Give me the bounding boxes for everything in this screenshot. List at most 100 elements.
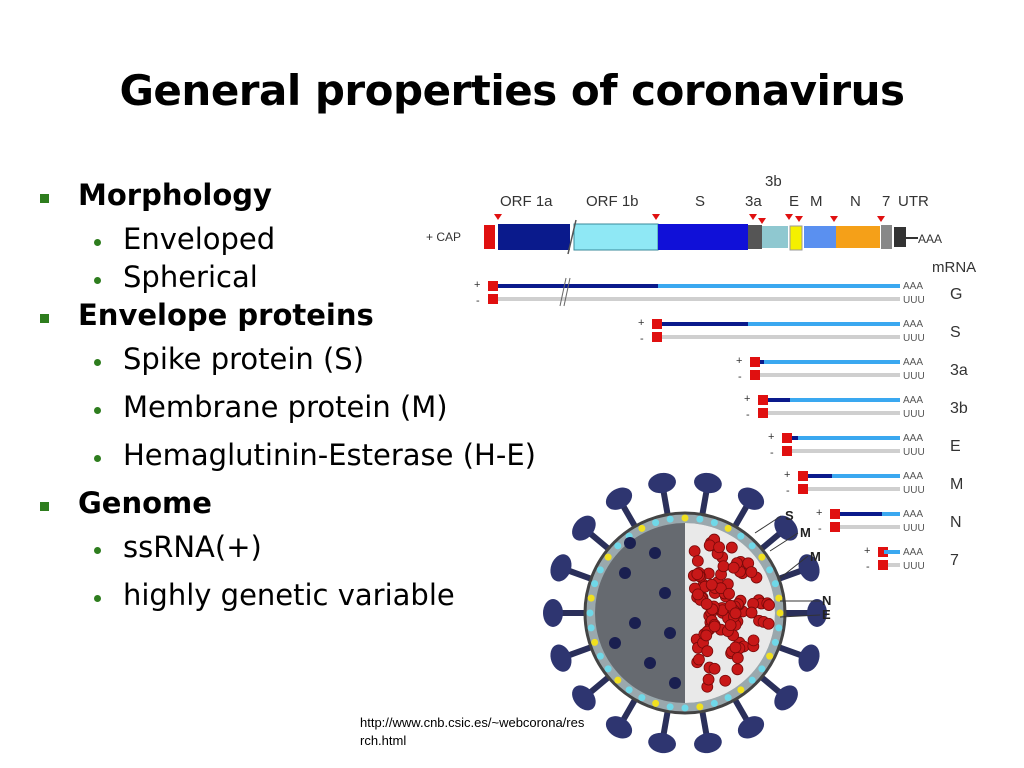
- cap-marker: [830, 522, 840, 532]
- cap-marker: [652, 332, 662, 342]
- square-bullet-icon: [40, 314, 49, 323]
- sub-bullet: Enveloped: [38, 222, 598, 256]
- nucleocapsid-bead: [693, 653, 705, 666]
- nucleocapsid-bead: [719, 674, 732, 687]
- interior-protein: [644, 657, 656, 669]
- membrane-dot: [748, 676, 756, 684]
- spike-stalk: [731, 503, 751, 530]
- cap-marker: [750, 357, 760, 367]
- m-block: [804, 226, 836, 248]
- virion-label-n: N: [822, 593, 831, 608]
- polyu-tail: UUU: [903, 371, 925, 382]
- nucleocapsid-bead: [731, 652, 744, 664]
- spike-head: [694, 732, 722, 754]
- mrna-negative-strand: [768, 411, 900, 415]
- mrna-dark-segment: [760, 360, 764, 364]
- cap-marker: [488, 281, 498, 291]
- nucleocapsid-bead: [745, 606, 758, 619]
- nucleocapsid-bead: [700, 629, 713, 642]
- gene3a-block: [748, 225, 762, 249]
- spike-stalk: [566, 567, 594, 583]
- membrane-dot: [696, 703, 704, 711]
- interior-protein: [659, 587, 671, 599]
- bullet-genome: Genome: [38, 486, 598, 520]
- n-block: [836, 226, 880, 248]
- dot-bullet-icon: [94, 547, 101, 554]
- spike-stalk: [619, 503, 639, 530]
- cap-marker: [758, 395, 768, 405]
- cap-block: [484, 225, 495, 249]
- mrna-light-segment: [764, 360, 900, 364]
- mrna-name: S: [950, 324, 961, 341]
- cap-marker: [878, 547, 888, 557]
- interior-protein: [649, 547, 661, 559]
- membrane-dot: [681, 514, 689, 522]
- mrna-row: + - AAA UUU S: [638, 317, 961, 345]
- polya-tail: AAA: [903, 471, 923, 482]
- polya-tail: AAA: [903, 509, 923, 520]
- mrna-name: 7: [950, 552, 959, 569]
- cap-marker: [758, 408, 768, 418]
- spike-stalk: [619, 696, 639, 723]
- mrna-name: M: [950, 476, 963, 493]
- membrane-dot: [625, 686, 633, 694]
- membrane-dot: [666, 515, 674, 523]
- spike-stalk: [758, 530, 783, 553]
- sub-bullet: ssRNA(+): [38, 530, 598, 564]
- bullet-morphology: Morphology: [38, 178, 598, 212]
- nucleocapsid-bead: [747, 634, 760, 647]
- membrane-dot: [724, 524, 732, 532]
- nucleocapsid: [687, 533, 775, 693]
- membrane-dot: [586, 609, 594, 617]
- polya-tail: AAA: [903, 395, 923, 406]
- mrna-light-segment: [832, 474, 900, 478]
- spike-head: [572, 685, 596, 711]
- interior-protein: [629, 617, 641, 629]
- virion-label-s: S: [785, 508, 794, 523]
- sub-bullet: Hemaglutinin-Esterase (H-E): [38, 438, 598, 472]
- nucleocapsid-bead: [745, 566, 758, 578]
- mrna-name: 3b: [950, 400, 968, 417]
- sub-bullet: highly genetic variable: [38, 578, 598, 612]
- spike-head: [648, 472, 676, 494]
- spike-stalk: [699, 708, 710, 737]
- dot-bullet-icon: [94, 595, 101, 602]
- break-mark: [563, 277, 571, 307]
- s-block: [658, 224, 748, 250]
- gene-label-utr: UTR: [898, 193, 929, 210]
- mrna-dark-segment: [840, 512, 882, 516]
- cap-marker: [878, 560, 888, 570]
- membrane-dot: [614, 676, 622, 684]
- plus-sign: +: [784, 469, 790, 481]
- mrna-negative-strand: [888, 563, 900, 567]
- membrane-dot: [591, 638, 599, 646]
- polyu-tail: UUU: [903, 295, 925, 306]
- membrane-dot: [710, 519, 718, 527]
- polya-tail: AAA: [903, 281, 923, 292]
- cap-marker: [488, 294, 498, 304]
- source-citation: http://www.cnb.csic.es/~webcorona/res rc…: [360, 714, 660, 750]
- mrna-light-segment: [790, 398, 900, 402]
- plus-sign: +: [736, 355, 742, 367]
- spike-stalk: [587, 530, 612, 553]
- membrane-dot: [766, 652, 774, 660]
- spike-stalk: [776, 567, 804, 583]
- membrane-dot: [638, 694, 646, 702]
- gene-label-orf1b: ORF 1b: [586, 193, 639, 210]
- plus-sign: +: [816, 507, 822, 519]
- spike-head: [774, 685, 798, 711]
- source-url-line2: rch.html: [360, 733, 407, 748]
- cap-marker: [830, 509, 840, 519]
- gene-label-e: E: [789, 193, 799, 210]
- sub-bullet-text: Spike protein (S): [123, 342, 365, 376]
- nucleocapsid-bead: [729, 607, 742, 620]
- plus-sign: +: [864, 545, 870, 557]
- membrane-dot: [696, 515, 704, 523]
- nucleocapsid-bead: [723, 587, 735, 600]
- mrna-light-segment: [658, 284, 900, 288]
- mrna-name: N: [950, 514, 962, 531]
- spike-stalk: [660, 489, 671, 518]
- genome-map: ORF 1a ORF 1b S 3a 3b E M N 7 UTR + CAP …: [426, 173, 976, 276]
- spike-head: [737, 716, 765, 739]
- gene-label-3b: 3b: [765, 173, 782, 190]
